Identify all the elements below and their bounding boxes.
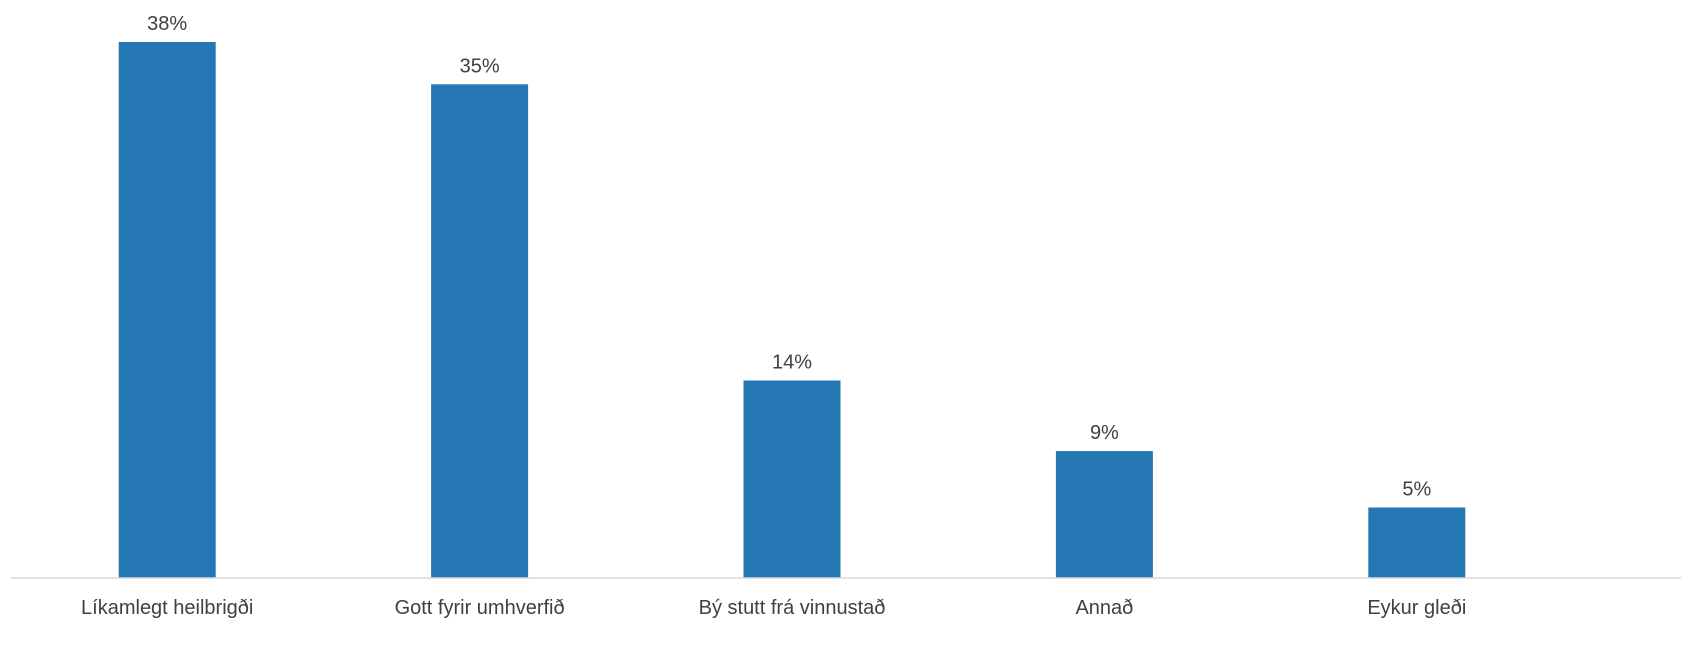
bar-value-label: 35% <box>460 55 500 77</box>
bar <box>118 42 216 578</box>
x-tick-label: Annað <box>1075 597 1133 619</box>
bar <box>431 84 529 579</box>
x-tick-label: Bý stutt frá vinnustað <box>699 597 886 619</box>
x-tick-label: Gott fyrir umhverfið <box>395 597 565 619</box>
bar-value-label: 5% <box>1402 479 1431 501</box>
bar-value-label: 38% <box>147 13 187 35</box>
x-tick-label: Líkamlegt heilbrigði <box>81 597 253 619</box>
x-tick-label: Eykur gleði <box>1367 597 1466 619</box>
bar <box>743 380 841 578</box>
bar <box>1055 451 1153 578</box>
bar-value-label: 14% <box>772 352 812 374</box>
bar <box>1368 507 1466 578</box>
value-labels-group: 38% 35% 14% 9% 5% <box>147 13 1431 501</box>
bar-value-label: 9% <box>1090 422 1119 444</box>
category-labels-group: Líkamlegt heilbrigði Gott fyrir umhverfið… <box>81 597 1466 619</box>
bars-group <box>118 42 1466 579</box>
